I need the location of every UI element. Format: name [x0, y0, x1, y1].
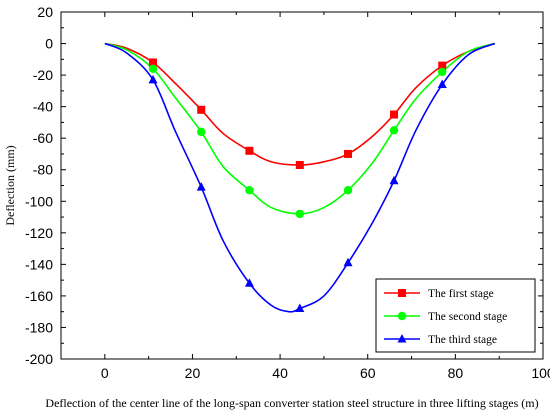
series-line-3	[104, 42, 496, 313]
legend: The first stage The second stage The third…	[375, 278, 536, 353]
y-tick-label: -40	[33, 99, 53, 115]
series-1-point	[245, 146, 254, 155]
series-lines	[104, 42, 496, 313]
series-2-point	[245, 186, 254, 195]
x-tick-label: 0	[101, 365, 109, 381]
x-tick-label: 40	[272, 365, 288, 381]
series-3-point	[437, 79, 447, 89]
series-3-point	[148, 74, 158, 84]
y-tick-label: -100	[25, 193, 53, 209]
series-2-point	[197, 127, 206, 137]
y-tick-label: 0	[45, 36, 53, 52]
legend-marker-2	[397, 311, 407, 321]
y-tick-label: -140	[25, 256, 53, 272]
series-3-point	[196, 182, 206, 191]
y-tick-label: 20	[37, 4, 53, 20]
series-2-point	[389, 126, 399, 135]
x-tick-label: 100	[531, 365, 550, 381]
axis-ticks	[61, 11, 544, 360]
legend-marker-1	[398, 289, 406, 297]
series-3-point	[389, 175, 399, 185]
x-axis-title: Deflection of the center line of the lon…	[45, 396, 538, 410]
tick-labels: 0 20 40 60 80 100 20 0 -20 -40 -60 -80 -100 -120 -140 -…	[25, 4, 550, 381]
y-tick-label: -180	[25, 319, 53, 335]
x-tick-label: 80	[448, 365, 464, 381]
series-1-point	[390, 110, 399, 119]
series-1-point	[438, 61, 447, 70]
legend-marker-3	[397, 334, 407, 343]
series-2-point	[295, 209, 305, 219]
legend-label-2: The second stage	[428, 311, 507, 323]
series-2-point	[438, 67, 447, 77]
y-tick-label: -120	[25, 225, 53, 241]
x-tick-label: 20	[185, 365, 201, 381]
series-1-point	[149, 58, 158, 67]
y-tick-label: -20	[33, 67, 53, 83]
series-1-point	[295, 160, 304, 169]
legend-label-3: The third stage	[428, 334, 497, 346]
series-2-point	[148, 64, 158, 73]
series-1-point	[344, 149, 353, 158]
series-markers	[148, 58, 447, 313]
series-2-point	[343, 186, 353, 195]
series-1-point	[197, 105, 206, 114]
series-3-point	[295, 303, 305, 313]
x-tick-label: 60	[360, 365, 376, 381]
series-3-point	[343, 257, 353, 267]
y-tick-label: -200	[25, 351, 53, 367]
series-line-1	[104, 42, 496, 166]
y-tick-label: -80	[33, 162, 53, 178]
y-tick-label: -60	[33, 130, 53, 146]
series-3-point	[244, 278, 254, 287]
y-tick-label: -160	[25, 288, 53, 304]
legend-label-1: The first stage	[428, 288, 494, 300]
y-axis-title: Deflection (mm)	[3, 145, 17, 225]
